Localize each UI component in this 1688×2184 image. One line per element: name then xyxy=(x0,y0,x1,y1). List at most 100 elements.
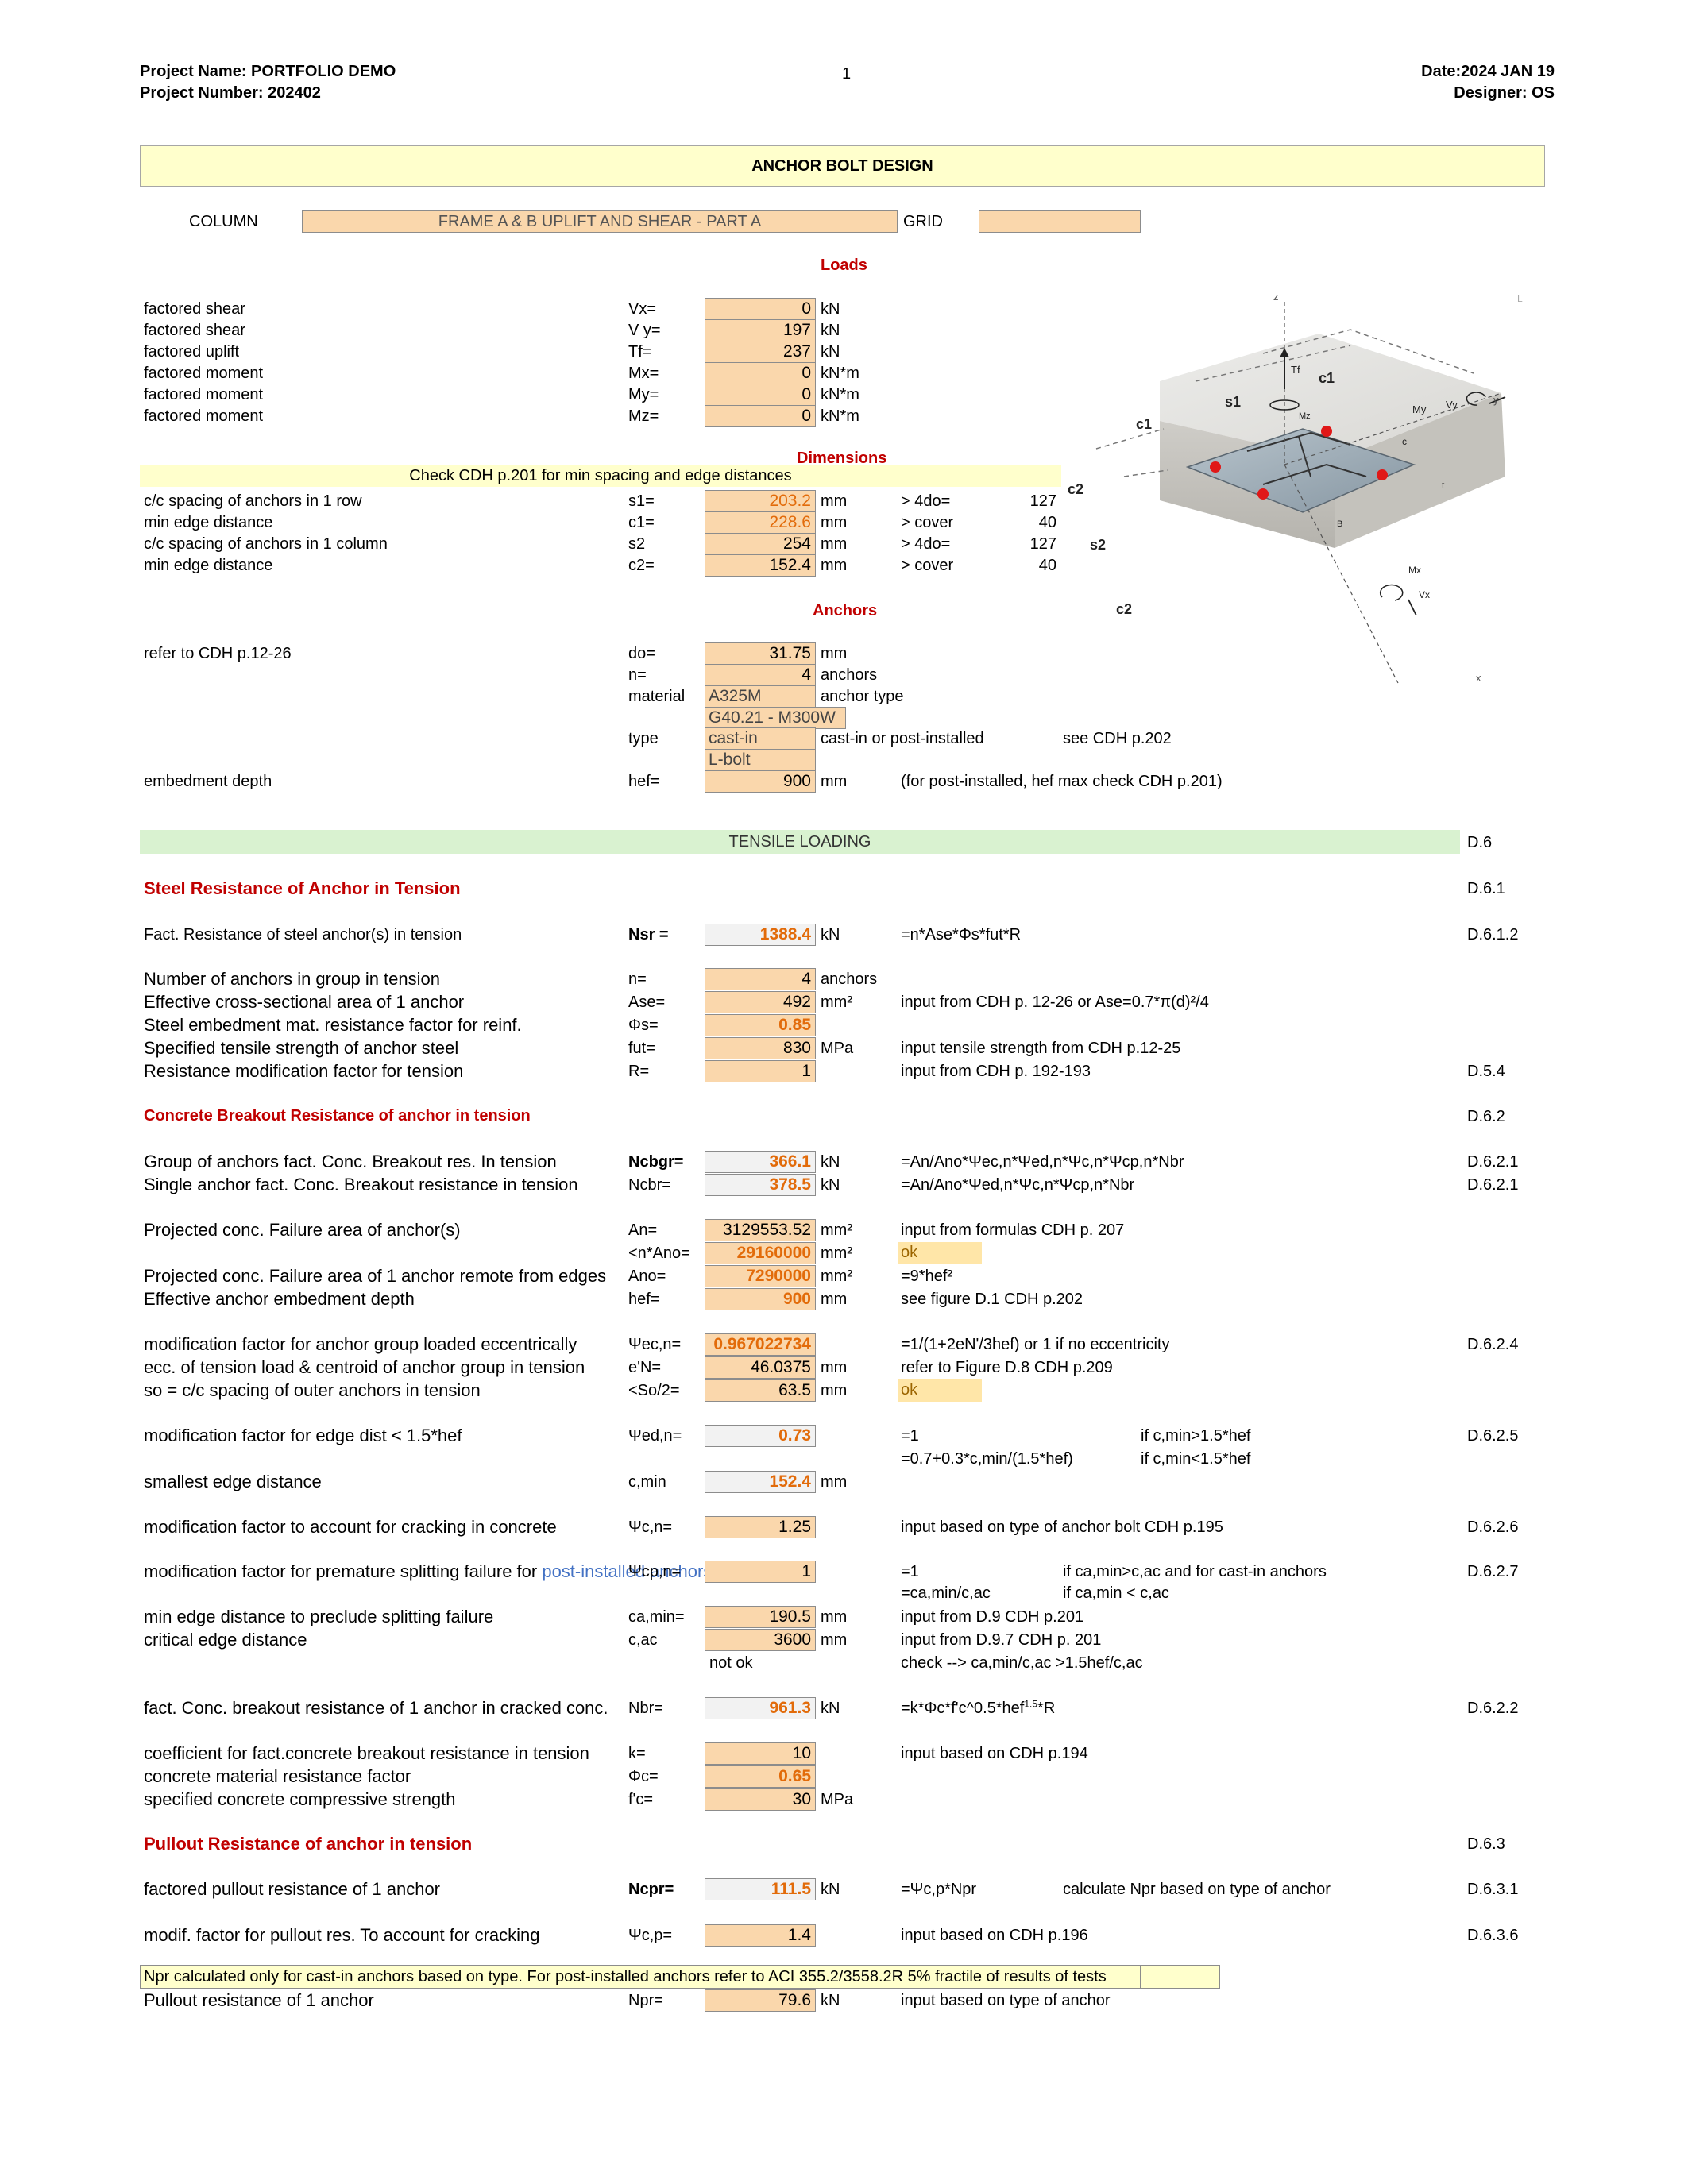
dim-value[interactable]: 254 xyxy=(705,533,816,555)
fig-label-t: t xyxy=(1442,480,1445,491)
type-value-2[interactable]: L-bolt xyxy=(705,749,816,771)
nsr-label: Fact. Resistance of steel anchor(s) in t… xyxy=(144,926,462,943)
steel-row-unit: mm² xyxy=(821,994,852,1011)
en-symbol: e'N= xyxy=(628,1359,662,1376)
cmin-label: smallest edge distance xyxy=(144,1472,322,1491)
post-installed-link[interactable]: post-installed anchors xyxy=(542,1561,713,1581)
column-input[interactable]: FRAME A & B UPLIFT AND SHEAR - PART A xyxy=(302,210,898,233)
not-ok-flag: not ok xyxy=(709,1654,753,1672)
dim-unit: mm xyxy=(821,557,848,574)
steel-row-note: input from CDH p. 12-26 or Ase=0.7*π(d)²… xyxy=(901,994,1209,1011)
ncpr-unit: kN xyxy=(821,1881,840,1898)
n-value[interactable]: 4 xyxy=(705,664,816,686)
k-value[interactable]: 10 xyxy=(705,1742,816,1765)
load-value[interactable]: 0 xyxy=(705,384,816,406)
camin-unit: mm xyxy=(821,1608,848,1626)
dim-check: > 4do= xyxy=(901,492,951,510)
cac-label: critical edge distance xyxy=(144,1630,307,1650)
nsr-formula: =n*Ase*Φs*fut*R xyxy=(901,926,1022,943)
steel-row-label: Effective cross-sectional area of 1 anch… xyxy=(144,992,465,1012)
load-value[interactable]: 237 xyxy=(705,341,816,363)
dim-value[interactable]: 203.2 xyxy=(705,490,816,512)
psicp2-ref: D.6.3.6 xyxy=(1467,1927,1519,1944)
date: Date:2024 JAN 19 xyxy=(1421,63,1555,80)
so-label: so = c/c spacing of outer anchors in ten… xyxy=(144,1380,481,1400)
designer: Designer: OS xyxy=(1454,84,1555,102)
steel-ref: D.6.1 xyxy=(1467,880,1505,897)
tensile-ref: D.6 xyxy=(1467,834,1493,851)
fig-label-c2: c2 xyxy=(1068,481,1083,497)
load-unit: kN*m xyxy=(821,407,859,425)
hef-note: (for post-installed, hef max check CDH p… xyxy=(901,773,1223,790)
project-name: Project Name: PORTFOLIO DEMO xyxy=(140,63,396,80)
grid-label: GRID xyxy=(903,213,943,230)
n-unit: anchors xyxy=(821,666,878,684)
material-value-2[interactable]: G40.21 - M300W xyxy=(705,707,846,729)
ano-label: Projected conc. Failure area of 1 anchor… xyxy=(144,1266,607,1286)
psied-symbol: Ψed,n= xyxy=(628,1427,682,1445)
column-web xyxy=(1298,436,1311,477)
psied-label: modification factor for edge dist < 1.5*… xyxy=(144,1426,462,1445)
phic-value[interactable]: 0.65 xyxy=(705,1765,816,1788)
loads-heading: Loads xyxy=(821,257,867,274)
psic-value[interactable]: 1.25 xyxy=(705,1516,816,1538)
hef-label: embedment depth xyxy=(144,773,272,790)
fc-label: specified concrete compressive strength xyxy=(144,1789,456,1809)
steel-row-value[interactable]: 0.85 xyxy=(705,1014,816,1036)
ano-note: =9*hef² xyxy=(901,1268,953,1285)
psicp-value[interactable]: 1 xyxy=(705,1561,816,1583)
column-label: COLUMN xyxy=(189,213,258,230)
x-axis xyxy=(1284,464,1399,684)
load-value[interactable]: 0 xyxy=(705,405,816,427)
nsr-unit: kN xyxy=(821,926,840,943)
anchor-bolt xyxy=(1257,488,1269,500)
dim-value[interactable]: 152.4 xyxy=(705,554,816,577)
fig-label-mz: Mz xyxy=(1299,411,1311,421)
load-value[interactable]: 0 xyxy=(705,298,816,320)
steel-row-value[interactable]: 4 xyxy=(705,968,816,990)
ncbr-unit: kN xyxy=(821,1176,840,1194)
so-unit: mm xyxy=(821,1382,848,1399)
load-unit: kN xyxy=(821,343,840,361)
do-value[interactable]: 31.75 xyxy=(705,642,816,665)
en-note: refer to Figure D.8 CDH p.209 xyxy=(901,1359,1113,1376)
load-value[interactable]: 0 xyxy=(705,362,816,384)
steel-row-value[interactable]: 830 xyxy=(705,1037,816,1059)
grid-input[interactable] xyxy=(979,210,1141,233)
type-value[interactable]: cast-in xyxy=(705,727,816,750)
steel-row-ref: D.5.4 xyxy=(1467,1063,1505,1080)
steel-row-symbol: n= xyxy=(628,970,647,988)
hef2-unit: mm xyxy=(821,1291,848,1308)
dim-value[interactable]: 228.6 xyxy=(705,511,816,534)
steel-row-value[interactable]: 492 xyxy=(705,991,816,1013)
an-value: 3129553.52 xyxy=(705,1219,816,1241)
psicp2-value[interactable]: 1.4 xyxy=(705,1924,816,1947)
hef-value[interactable]: 900 xyxy=(705,770,816,793)
fc-unit: MPa xyxy=(821,1791,854,1808)
steel-row-value[interactable]: 1 xyxy=(705,1060,816,1082)
nano-unit: mm² xyxy=(821,1244,852,1262)
psiec-value: 0.967022734 xyxy=(705,1333,816,1356)
nbr-label: fact. Conc. breakout resistance of 1 anc… xyxy=(144,1698,608,1718)
steel-row-label: Number of anchors in group in tension xyxy=(144,969,440,989)
material-value[interactable]: A325M xyxy=(705,685,816,708)
load-value[interactable]: 197 xyxy=(705,319,816,341)
ncbgr-symbol: Ncbgr= xyxy=(628,1153,684,1171)
psied-note-1: =1 xyxy=(901,1427,919,1445)
fc-value[interactable]: 30 xyxy=(705,1788,816,1811)
steel-row-note: input tensile strength from CDH p.12-25 xyxy=(901,1040,1181,1057)
psicp-note-1: =1 xyxy=(901,1563,919,1580)
load-label: factored moment xyxy=(144,386,264,403)
ncbgr-value: 366.1 xyxy=(705,1151,816,1173)
material-symbol: material xyxy=(628,688,686,705)
camin-value[interactable]: 190.5 xyxy=(705,1606,816,1628)
camin-symbol: ca,min= xyxy=(628,1608,685,1626)
nbr-formula-text: =k*Φc*f'c^0.5*hef xyxy=(901,1700,1025,1717)
dim-check-value: 127 xyxy=(1029,535,1056,553)
so-symbol: <So/2= xyxy=(628,1382,680,1399)
psiec-symbol: Ψec,n= xyxy=(628,1336,682,1353)
cac-value[interactable]: 3600 xyxy=(705,1629,816,1651)
fig-label-vy: Vy xyxy=(1446,399,1458,411)
fig-label-b: B xyxy=(1337,519,1342,529)
fig-label-x: x xyxy=(1476,672,1481,684)
